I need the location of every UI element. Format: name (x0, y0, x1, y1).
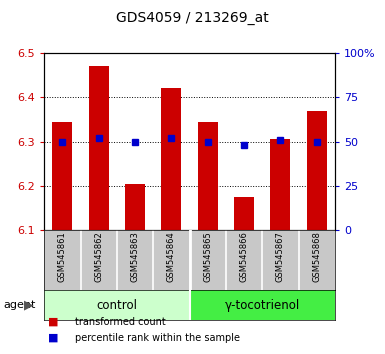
Bar (52, 122, 72, 230)
Text: ▶: ▶ (24, 299, 34, 312)
Text: GSM545861: GSM545861 (58, 231, 67, 282)
Text: GSM545863: GSM545863 (131, 231, 140, 282)
Bar (190, 290, 335, 320)
Bar (198, 122, 218, 230)
Text: GSM545864: GSM545864 (167, 231, 176, 282)
Bar (307, 110, 327, 230)
Text: ■: ■ (48, 317, 59, 327)
Text: γ-tocotrienol: γ-tocotrienol (225, 299, 300, 312)
Text: ■: ■ (48, 333, 59, 343)
Text: GSM545862: GSM545862 (94, 231, 103, 282)
Text: GSM545866: GSM545866 (239, 231, 249, 282)
Text: agent: agent (4, 300, 36, 310)
Bar (125, 184, 145, 230)
Bar (270, 139, 290, 230)
Text: percentile rank within the sample: percentile rank within the sample (75, 333, 240, 343)
Text: GSM545865: GSM545865 (203, 231, 212, 282)
Text: transformed count: transformed count (75, 317, 166, 327)
Text: GSM545867: GSM545867 (276, 231, 285, 282)
Bar (161, 88, 181, 230)
Text: GSM545868: GSM545868 (312, 231, 321, 282)
Text: control: control (97, 299, 137, 312)
Text: GDS4059 / 213269_at: GDS4059 / 213269_at (116, 11, 269, 25)
Bar (234, 197, 254, 230)
Bar (89, 67, 109, 230)
Bar (44, 290, 190, 320)
